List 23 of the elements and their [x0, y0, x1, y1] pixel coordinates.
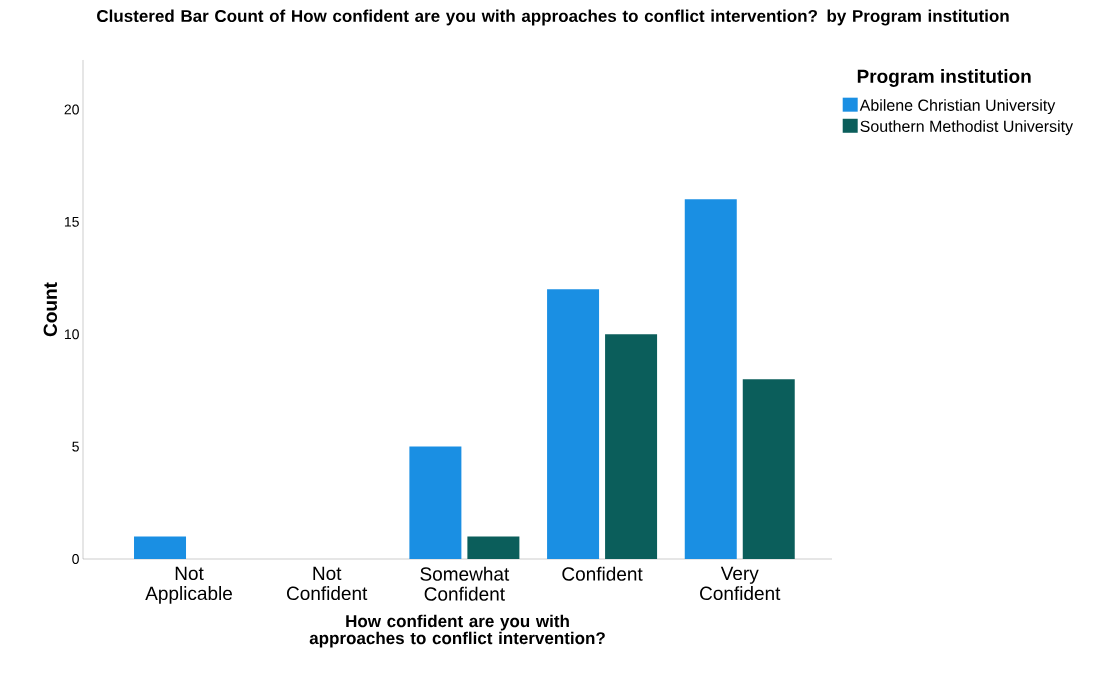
- bar: [467, 536, 520, 560]
- bar: [547, 289, 600, 560]
- bar: [409, 446, 462, 560]
- chart-title: Clustered Bar Count of How confident are you with approaches to conflict intervention? by Program institution: [97, 9, 1009, 26]
- bar: [742, 379, 795, 560]
- x-tick-label: Somewhat Confident: [420, 566, 510, 601]
- y-tick-label: 15: [64, 216, 79, 227]
- x-tick-label: Very Confident: [700, 566, 781, 601]
- y-tick-label: 0: [72, 554, 79, 564]
- x-tick-label: Confident: [562, 566, 643, 581]
- y-tick-label: 5: [72, 441, 79, 452]
- bar: [684, 199, 737, 560]
- y-tick-label: 10: [64, 329, 79, 340]
- bar: [134, 536, 187, 560]
- x-axis-title: How confident are you with approaches to conflict intervention?: [309, 614, 605, 648]
- y-axis-title: Count: [43, 282, 58, 337]
- x-tick-label: Not Confident: [286, 566, 368, 601]
- x-tick-label: Not Applicable: [145, 566, 232, 604]
- y-tick-label: 20: [64, 104, 79, 115]
- legend-label: Abilene Christian University: [859, 99, 1056, 115]
- bar: [605, 334, 658, 560]
- legend-label: Southern Methodist University: [860, 120, 1074, 136]
- legend-title: Program institution: [857, 69, 1031, 87]
